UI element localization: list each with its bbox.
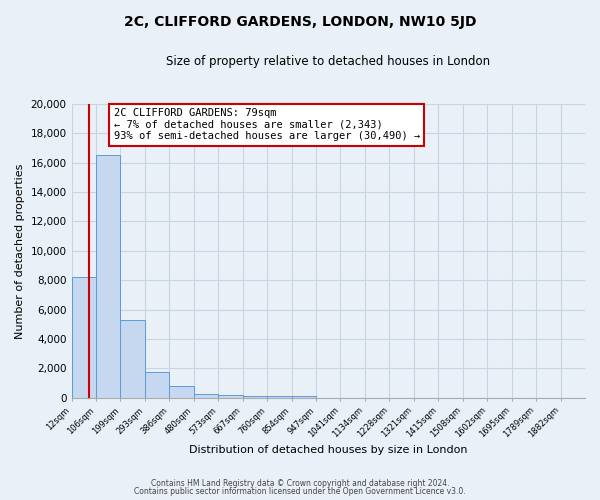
Bar [292,396,316,398]
Title: Size of property relative to detached houses in London: Size of property relative to detached ho… [166,55,490,68]
Text: 2C CLIFFORD GARDENS: 79sqm
← 7% of detached houses are smaller (2,343)
93% of se: 2C CLIFFORD GARDENS: 79sqm ← 7% of detac… [113,108,420,142]
Bar [121,320,145,398]
Bar [145,372,169,398]
Text: Contains public sector information licensed under the Open Government Licence v3: Contains public sector information licen… [134,487,466,496]
X-axis label: Distribution of detached houses by size in London: Distribution of detached houses by size … [189,445,467,455]
Bar [218,395,242,398]
Bar [96,156,121,398]
Y-axis label: Number of detached properties: Number of detached properties [15,163,25,338]
Bar [242,396,267,398]
Bar [71,278,96,398]
Text: Contains HM Land Registry data © Crown copyright and database right 2024.: Contains HM Land Registry data © Crown c… [151,478,449,488]
Bar [267,396,292,398]
Bar [169,386,194,398]
Text: 2C, CLIFFORD GARDENS, LONDON, NW10 5JD: 2C, CLIFFORD GARDENS, LONDON, NW10 5JD [124,15,476,29]
Bar [194,394,218,398]
